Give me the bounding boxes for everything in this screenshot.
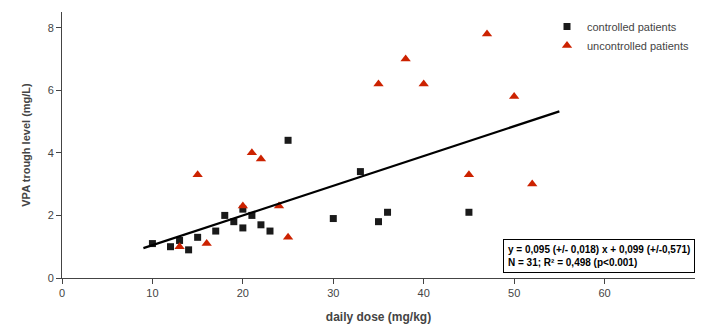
svg-text:20: 20 bbox=[237, 287, 249, 299]
svg-text:uncontrolled patients: uncontrolled patients bbox=[587, 40, 689, 52]
svg-text:2: 2 bbox=[48, 209, 54, 221]
svg-text:50: 50 bbox=[508, 287, 520, 299]
svg-text:8: 8 bbox=[48, 22, 54, 34]
svg-text:0: 0 bbox=[48, 272, 54, 284]
svg-text:40: 40 bbox=[418, 287, 430, 299]
svg-text:controlled patients: controlled patients bbox=[587, 21, 677, 33]
svg-text:30: 30 bbox=[327, 287, 339, 299]
svg-text:60: 60 bbox=[598, 287, 610, 299]
svg-text:10: 10 bbox=[146, 287, 158, 299]
svg-text:4: 4 bbox=[48, 147, 54, 159]
svg-text:0: 0 bbox=[59, 287, 65, 299]
svg-text:6: 6 bbox=[48, 84, 54, 96]
svg-text:VPA trough level (mg/L): VPA trough level (mg/L) bbox=[20, 83, 32, 207]
svg-text:y = 0,095 (+/- 0,018) x + 0,09: y = 0,095 (+/- 0,018) x + 0,099 (+/-0,57… bbox=[508, 244, 690, 268]
svg-text:daily dose (mg/kg): daily dose (mg/kg) bbox=[326, 310, 431, 324]
